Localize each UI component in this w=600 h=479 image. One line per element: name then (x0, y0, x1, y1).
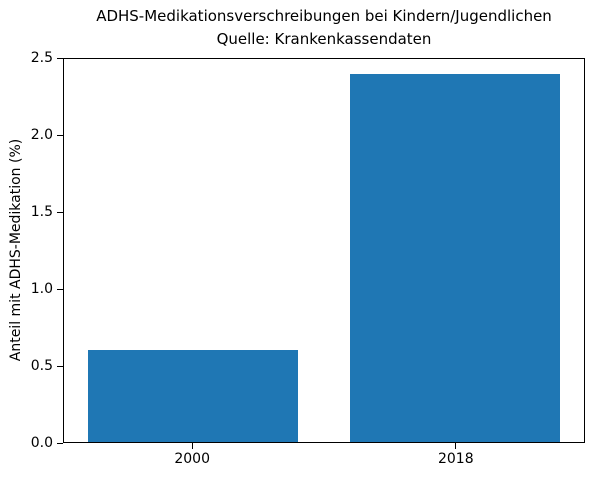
y-tick-mark (57, 365, 63, 367)
y-tick-mark (57, 442, 63, 444)
x-tick-label: 2018 (437, 451, 474, 467)
y-tick-label: 2.5 (30, 50, 53, 66)
chart-title-block: ADHS-Medikationsverschreibungen bei Kind… (63, 5, 585, 51)
plot-area (63, 58, 585, 443)
x-tick-mark (191, 443, 193, 449)
bar-2000 (87, 350, 298, 442)
y-tick-label: 1.0 (30, 281, 53, 297)
y-tick-label: 0.0 (30, 435, 53, 451)
y-tick-label: 1.5 (30, 204, 53, 220)
y-tick-label: 0.5 (30, 358, 53, 374)
y-tick-label: 2.0 (30, 127, 53, 143)
y-tick-mark (57, 57, 63, 59)
y-tick-mark (57, 211, 63, 213)
bar-2018 (350, 74, 561, 442)
x-tick-label: 2000 (174, 451, 210, 467)
x-tick-mark (455, 443, 457, 449)
y-tick-mark (57, 288, 63, 290)
chart-title: ADHS-Medikationsverschreibungen bei Kind… (96, 7, 552, 25)
chart-subtitle: Quelle: Krankenkassendaten (216, 30, 432, 48)
y-tick-mark (57, 134, 63, 136)
y-axis-label: Anteil mit ADHS-Medikation (%) (8, 138, 24, 362)
